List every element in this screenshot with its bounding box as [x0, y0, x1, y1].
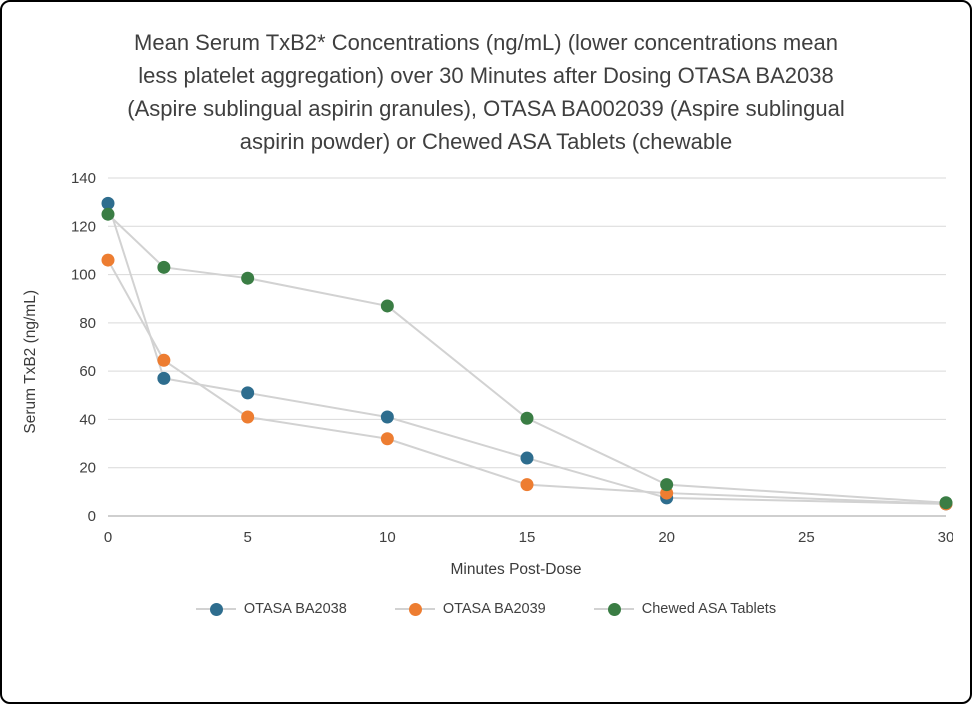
y-tick-label: 20 — [79, 460, 96, 477]
legend-dot — [408, 603, 422, 616]
data-point — [939, 496, 953, 510]
data-point — [157, 371, 171, 385]
data-point — [380, 432, 394, 446]
data-point — [241, 410, 255, 424]
plot-svg: 0 20 40 60 80 100 120 140 0 5 10 15 20 25 30 — [71, 170, 953, 546]
legend-dot — [607, 603, 621, 616]
legend-label: OTASA BA2038 — [243, 601, 347, 617]
x-tick-label: 5 — [243, 529, 251, 546]
data-point — [157, 260, 171, 274]
data-point — [660, 478, 674, 492]
x-tick-label: 30 — [938, 529, 953, 546]
x-tick-label: 25 — [798, 529, 815, 546]
x-tick-label: 10 — [379, 529, 396, 546]
series-marker-icon — [593, 602, 634, 616]
y-tick-label: 100 — [71, 267, 96, 284]
series-marker-icon — [394, 602, 435, 616]
data-point — [241, 271, 255, 285]
x-tick-label: 20 — [658, 529, 675, 546]
data-point — [101, 253, 115, 267]
legend-label: Chewed ASA Tablets — [641, 601, 777, 617]
legend-item-otasa-ba2038: OTASA BA2038 — [195, 601, 347, 617]
chart-area: Serum TxB2 (ng/mL) 0 20 40 60 80 100 120 140 0 5 1… — [2, 164, 970, 559]
y-tick-label: 120 — [71, 218, 96, 235]
legend: OTASA BA2038 OTASA BA2039 Chewed ASA Tab… — [2, 601, 970, 617]
chart-title: Mean Serum TxB2* Concentrations (ng/mL) … — [127, 30, 845, 154]
data-point — [380, 299, 394, 313]
y-tick-label: 60 — [79, 363, 96, 380]
data-point — [520, 411, 534, 425]
y-tick-label: 140 — [71, 170, 96, 187]
series-marker-icon — [195, 602, 236, 616]
x-tick-label: 15 — [519, 529, 536, 546]
data-point — [101, 196, 115, 210]
x-tick-label: 0 — [104, 529, 112, 546]
x-axis-title: Minutes Post-Dose — [450, 561, 582, 578]
legend-dot — [209, 603, 223, 616]
legend-label: OTASA BA2039 — [442, 601, 546, 617]
data-point — [380, 410, 394, 424]
data-point — [241, 386, 255, 400]
legend-item-otasa-ba2039: OTASA BA2039 — [394, 601, 546, 617]
data-point — [520, 478, 534, 492]
y-axis-title-text: Serum TxB2 (ng/mL) — [22, 289, 39, 434]
legend-item-chewed-asa-tablets: Chewed ASA Tablets — [593, 601, 777, 617]
data-point — [520, 451, 534, 465]
y-tick-label: 0 — [88, 508, 96, 525]
y-axis-title: Serum TxB2 (ng/mL) — [14, 164, 48, 559]
y-tick-label: 80 — [79, 315, 96, 332]
y-tick-label: 40 — [79, 411, 96, 428]
data-point — [157, 353, 171, 367]
data-point — [101, 207, 115, 221]
